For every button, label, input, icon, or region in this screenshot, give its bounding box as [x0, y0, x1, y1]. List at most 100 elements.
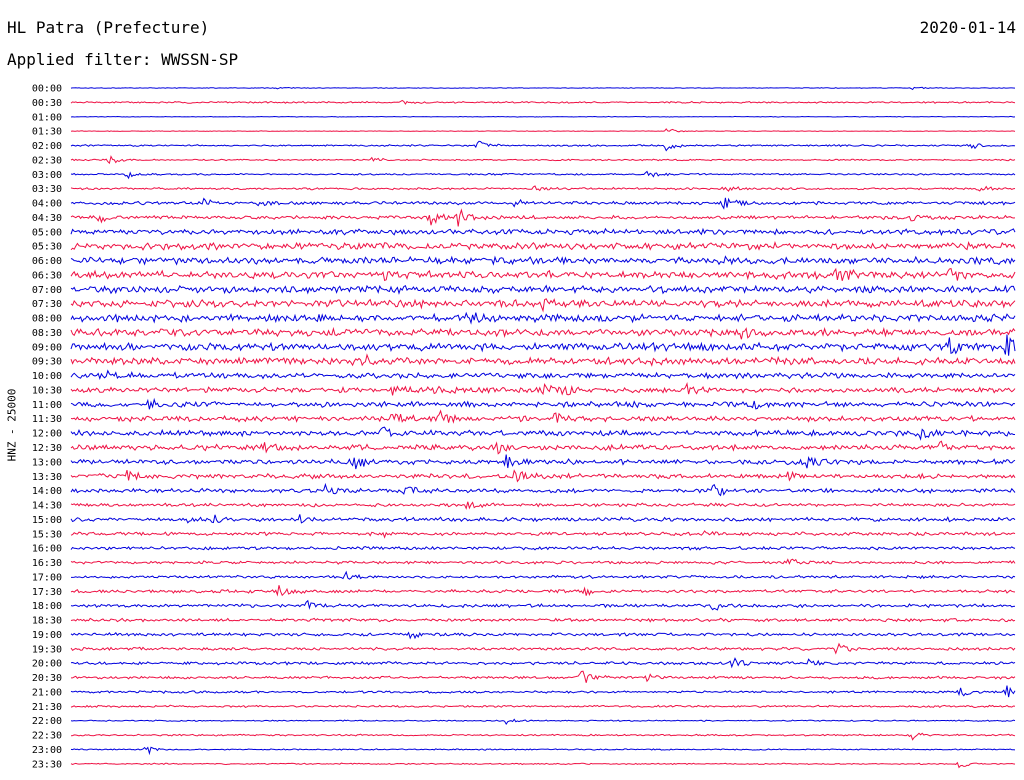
row-label: 12:00	[32, 429, 62, 440]
row-label: 07:30	[32, 299, 62, 310]
trace-row	[71, 670, 1016, 683]
trace-row	[70, 267, 1016, 282]
trace-row	[70, 545, 1016, 551]
row-label: 02:00	[32, 141, 62, 152]
trace-row	[70, 685, 1016, 698]
trace-row	[70, 642, 1016, 655]
row-label: 08:30	[32, 328, 62, 339]
row-label: 21:00	[32, 687, 62, 698]
row-label: 05:00	[32, 227, 62, 238]
trace-row	[70, 115, 1016, 118]
row-label: 20:30	[32, 673, 62, 684]
row-label: 23:30	[32, 759, 62, 770]
station-title: HL Patra (Prefecture)	[7, 18, 210, 37]
record-date: 2020-01-14	[919, 18, 1016, 37]
trace-row	[71, 570, 1016, 580]
row-label: 18:00	[32, 601, 62, 612]
trace-row	[70, 530, 1016, 539]
trace-row	[70, 617, 1016, 623]
row-label: 03:30	[32, 184, 62, 195]
row-label: 13:00	[32, 457, 62, 468]
row-label: 10:30	[32, 385, 62, 396]
trace-row	[70, 185, 1016, 192]
time-labels: 00:00 00:30 01:00 01:30 02:00 02:30 03:00 03:30…	[32, 84, 62, 771]
trace-row	[70, 382, 1016, 396]
trace-row	[70, 311, 1016, 325]
row-label: 15:30	[32, 529, 62, 540]
row-label: 17:30	[32, 587, 62, 598]
trace-row	[70, 227, 1016, 237]
trace-row	[70, 241, 1016, 251]
trace-row	[70, 558, 1016, 565]
row-label: 03:00	[32, 170, 62, 181]
trace-row	[70, 409, 1016, 424]
row-label: 14:00	[32, 486, 62, 497]
trace-row	[70, 585, 1016, 597]
trace-row	[70, 326, 1016, 340]
row-label: 15:00	[32, 515, 62, 526]
trace-row	[70, 197, 1016, 210]
trace-row	[70, 170, 1016, 180]
row-label: 01:30	[32, 127, 62, 138]
row-label: 12:30	[32, 443, 62, 454]
trace-row	[70, 298, 1016, 313]
row-label: 06:30	[32, 270, 62, 281]
trace-row	[70, 155, 1016, 165]
row-label: 09:00	[32, 342, 62, 353]
trace-row	[70, 469, 1016, 483]
trace-row	[70, 128, 1016, 133]
trace-row	[70, 657, 1016, 669]
trace-row	[70, 255, 1016, 266]
trace-row	[70, 631, 1016, 640]
row-label: 00:00	[32, 84, 62, 95]
trace-row	[70, 140, 1016, 152]
row-label: 22:30	[32, 731, 62, 742]
trace-row	[70, 369, 1016, 380]
row-label: 04:00	[32, 199, 62, 210]
trace-row	[70, 426, 1015, 441]
trace-row	[70, 514, 1016, 524]
row-label: 02:30	[32, 155, 62, 166]
row-label: 18:30	[32, 616, 62, 627]
row-label: 10:00	[32, 371, 62, 382]
row-label: 01:00	[32, 112, 62, 123]
row-label: 23:00	[32, 745, 62, 756]
trace-row	[70, 454, 1016, 470]
row-label: 20:00	[32, 659, 62, 670]
trace-row	[70, 761, 1016, 769]
filter-label: Applied filter: WWSSN-SP	[7, 50, 239, 69]
row-label: 16:00	[32, 544, 62, 555]
row-label: 16:30	[32, 558, 62, 569]
trace-row	[70, 397, 1016, 410]
trace-row	[70, 732, 1016, 741]
trace-row	[70, 599, 1016, 611]
trace-row	[70, 99, 1016, 105]
row-label: 08:00	[32, 314, 62, 325]
row-label: 11:30	[32, 414, 62, 425]
row-label: 19:00	[32, 630, 62, 641]
row-label: 06:00	[32, 256, 62, 267]
trace-row	[70, 440, 1016, 455]
trace-row	[70, 718, 1016, 726]
row-label: 14:30	[32, 501, 62, 512]
row-label: 00:30	[32, 98, 62, 109]
row-label: 22:00	[32, 716, 62, 727]
trace-row	[70, 746, 1016, 756]
row-label: 07:00	[32, 285, 62, 296]
trace-row	[70, 501, 1016, 510]
row-label: 21:30	[32, 702, 62, 713]
seismic-traces	[70, 86, 1016, 769]
trace-row	[70, 208, 1016, 227]
trace-row	[70, 86, 1016, 91]
row-label: 04:30	[32, 213, 62, 224]
row-label: 17:00	[32, 572, 62, 583]
trace-row	[70, 353, 1016, 367]
trace-row	[70, 284, 1016, 295]
trace-row	[70, 482, 1016, 497]
trace-row	[70, 334, 1016, 356]
row-label: 19:30	[32, 644, 62, 655]
row-label: 09:30	[32, 357, 62, 368]
row-label: 11:00	[32, 400, 62, 411]
row-label: 05:30	[32, 242, 62, 253]
